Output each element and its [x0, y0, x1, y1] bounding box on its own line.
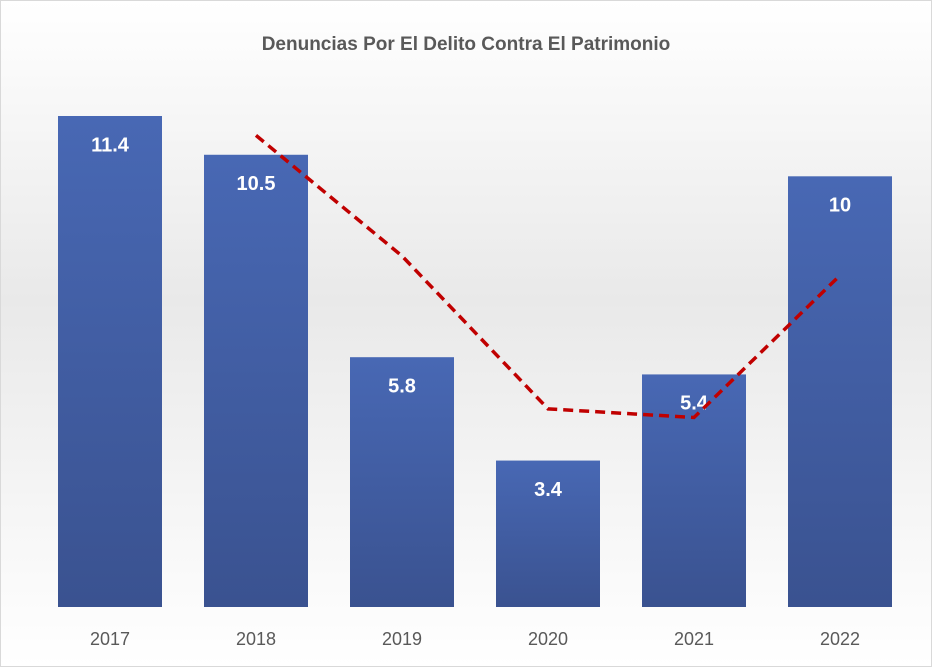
data-label: 5.8 [388, 375, 416, 397]
data-label: 10.5 [237, 173, 276, 195]
bar [788, 176, 892, 608]
bar [58, 116, 162, 607]
bar [204, 154, 308, 607]
bar [642, 374, 746, 607]
x-tick-label: 2022 [820, 629, 860, 649]
x-tick-label: 2021 [674, 629, 714, 649]
x-tick-label: 2019 [382, 629, 422, 649]
x-tick-label: 2020 [528, 629, 568, 649]
bar [496, 460, 600, 607]
data-label: 11.4 [91, 134, 130, 156]
chart-title: Denuncias Por El Delito Contra El Patrim… [262, 34, 671, 55]
data-label: 3.4 [534, 479, 563, 501]
data-label: 10 [829, 195, 851, 217]
x-tick-label: 2018 [236, 629, 276, 649]
bar [350, 357, 454, 607]
trend-line [254, 134, 842, 420]
data-label: 5.4 [680, 393, 709, 415]
x-tick-label: 2017 [90, 629, 130, 649]
